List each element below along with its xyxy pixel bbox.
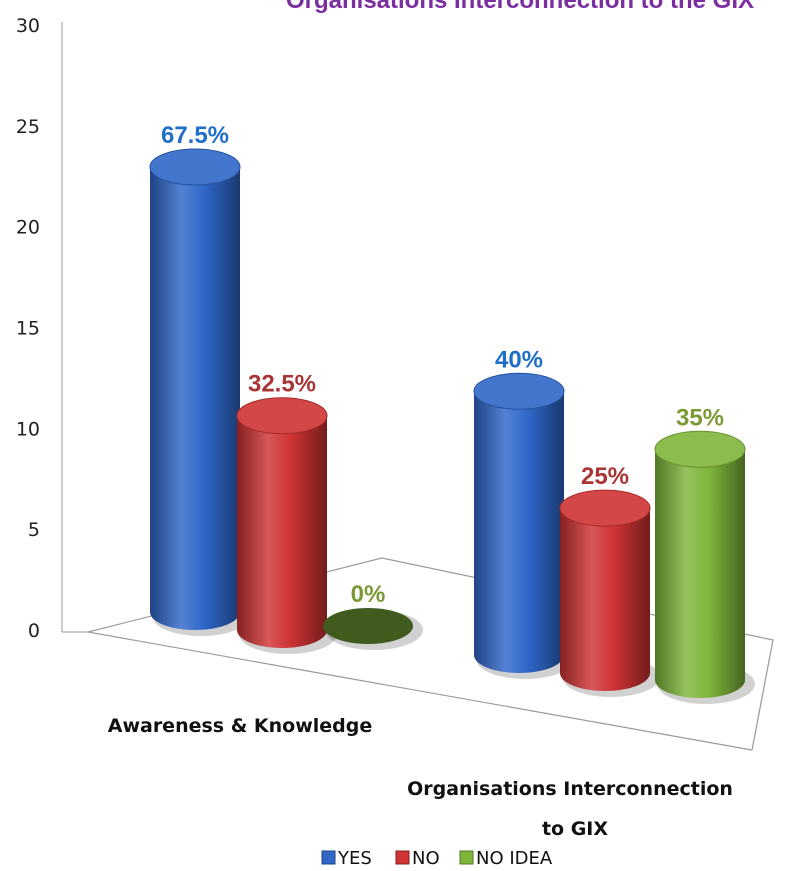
bar-top-cap [473,372,565,410]
legend-swatch-no [395,850,410,865]
data-label: 35% [676,404,724,431]
y-tick-label: 20 [16,217,40,239]
y-tick-label: 0 [28,620,40,642]
data-label: 67.5% [161,122,229,149]
bar-yes-2 [474,391,564,673]
y-tick-label: 25 [16,116,40,138]
bar-no-2 [560,508,650,691]
y-tick-label: 30 [16,15,40,37]
y-tick-label: 5 [28,519,40,541]
x-category-label: Awareness & Knowledge [108,715,373,737]
bar-no-idea-2 [655,449,745,698]
legend-label: NO [412,848,440,869]
legend-label: NO IDEA [476,848,553,869]
bar-top-cap [559,489,651,527]
bar-no-1 [237,415,327,648]
x-category-label: to GIX [542,818,608,840]
chart-title: Organisations Interconnection to the GIX [286,0,754,14]
data-label: 40% [495,346,543,373]
bar-top-cap [236,397,328,435]
legend-label: YES [337,848,372,869]
data-label: 25% [581,463,629,490]
legend-swatch-yes [321,850,336,865]
bar-yes-1 [150,167,240,630]
y-tick-label: 10 [16,418,40,440]
x-category-label: Organisations Interconnection [407,778,733,800]
legend-swatch-no-idea [459,850,474,865]
bar-no-idea-1 [323,608,413,644]
bar-top-cap [149,148,241,186]
data-label: 32.5% [248,371,316,398]
data-label: 0% [351,581,386,608]
y-tick-label: 15 [16,318,40,340]
bar-top-cap [654,430,746,468]
